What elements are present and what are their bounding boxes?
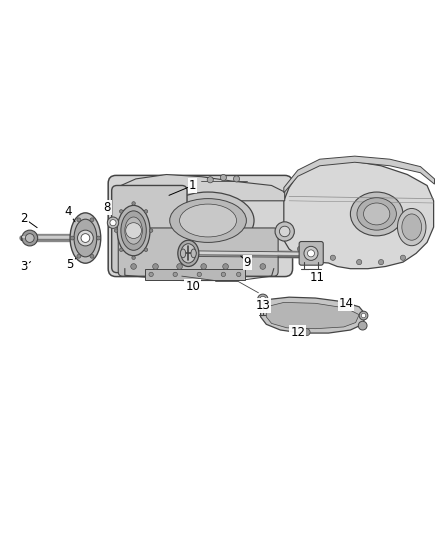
Circle shape [361,313,366,318]
Circle shape [120,248,123,252]
Circle shape [70,236,74,240]
Circle shape [120,209,123,213]
Circle shape [110,220,116,226]
Circle shape [237,272,241,277]
Text: 8: 8 [104,201,111,214]
Circle shape [22,230,38,246]
Text: 4: 4 [64,205,72,218]
Text: 13: 13 [255,300,270,312]
Circle shape [260,264,265,269]
Text: 3: 3 [21,260,28,273]
Ellipse shape [70,213,101,263]
Ellipse shape [117,205,150,256]
Polygon shape [284,156,434,193]
Ellipse shape [121,211,146,251]
Circle shape [313,251,318,256]
Circle shape [152,264,158,269]
Circle shape [149,229,153,232]
Polygon shape [266,302,359,329]
Circle shape [307,250,314,257]
Circle shape [260,296,266,302]
Circle shape [233,176,240,182]
Circle shape [90,254,94,258]
Ellipse shape [364,203,390,225]
Text: 1: 1 [189,179,197,192]
Circle shape [144,209,148,213]
Circle shape [201,264,207,269]
Text: 11: 11 [310,271,325,284]
Circle shape [258,294,268,304]
Circle shape [96,236,100,240]
Polygon shape [116,174,285,201]
Circle shape [177,264,182,269]
Text: 12: 12 [290,326,305,338]
Circle shape [77,218,81,222]
Text: 9: 9 [244,256,251,269]
FancyBboxPatch shape [112,185,187,273]
Circle shape [78,230,93,246]
Ellipse shape [357,198,396,230]
Circle shape [107,217,119,229]
Ellipse shape [397,208,426,246]
Circle shape [279,226,290,237]
Text: 2: 2 [20,212,28,225]
Circle shape [303,329,310,336]
Circle shape [223,264,229,269]
FancyBboxPatch shape [299,241,323,265]
Bar [145,269,245,280]
Ellipse shape [125,217,142,244]
Circle shape [358,321,367,330]
Circle shape [244,264,250,269]
Text: 10: 10 [185,280,200,293]
Circle shape [90,218,94,222]
Circle shape [304,246,318,260]
Text: 5: 5 [67,258,74,271]
Circle shape [126,223,141,238]
Circle shape [330,255,336,260]
Ellipse shape [170,199,246,243]
Circle shape [275,222,294,241]
Circle shape [173,272,177,277]
Circle shape [297,246,303,252]
Polygon shape [261,297,366,333]
Ellipse shape [402,214,421,240]
Ellipse shape [178,240,199,266]
Circle shape [378,260,384,265]
Ellipse shape [180,204,237,237]
Circle shape [357,260,362,265]
Circle shape [144,248,148,252]
Circle shape [77,254,81,258]
Circle shape [132,201,135,205]
Circle shape [207,177,213,183]
Circle shape [132,256,135,260]
Circle shape [81,233,90,243]
Circle shape [131,264,137,269]
Circle shape [221,272,226,277]
Ellipse shape [191,249,196,258]
Circle shape [400,255,406,260]
Circle shape [197,272,201,277]
FancyBboxPatch shape [108,175,293,277]
Circle shape [149,272,153,277]
Ellipse shape [162,192,254,249]
Ellipse shape [180,249,186,258]
Circle shape [359,311,368,320]
Ellipse shape [74,219,97,257]
Circle shape [114,229,118,232]
Ellipse shape [181,244,196,263]
Polygon shape [284,161,434,269]
Ellipse shape [350,192,403,236]
FancyBboxPatch shape [118,228,278,276]
Circle shape [25,233,34,243]
Text: 14: 14 [339,297,353,310]
Circle shape [220,174,226,181]
